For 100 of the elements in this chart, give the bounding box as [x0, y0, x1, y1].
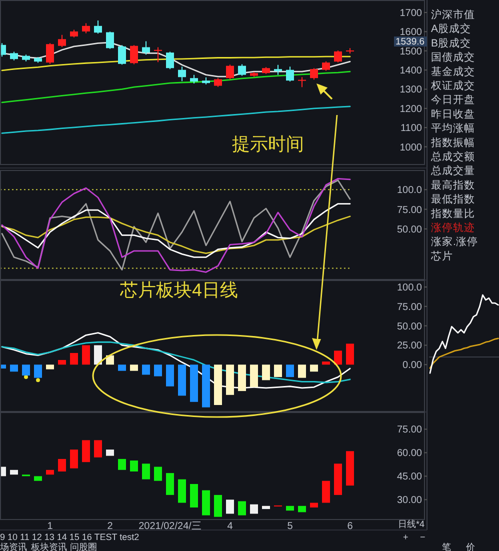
bar	[58, 360, 66, 365]
bar	[34, 364, 42, 378]
text: 指数振幅	[430, 136, 475, 149]
y-tick-label: 1700	[400, 8, 422, 19]
bar	[310, 502, 318, 508]
bar	[22, 364, 30, 376]
y-tick-label: 75.00	[396, 204, 422, 216]
text: 日线*4	[398, 519, 425, 529]
bar	[190, 484, 198, 508]
x-tick-label: 6	[347, 521, 354, 532]
candlestick	[154, 46, 162, 63]
text: 涨家.涨停	[431, 235, 478, 248]
text: +	[403, 532, 408, 542]
bar	[70, 352, 78, 365]
y-tick-label: 1500	[400, 46, 422, 58]
line-series	[1, 341, 351, 384]
y-tick-label: 100.0	[396, 282, 422, 294]
y-tick-label: 50.00	[396, 224, 422, 236]
y-tick-label: 1300	[400, 84, 422, 96]
text: 芯片	[430, 249, 453, 262]
line-series	[1, 106, 351, 134]
y-tick-label: 1400	[400, 66, 422, 77]
bar	[46, 470, 54, 475]
bar	[202, 364, 210, 408]
text: 权证成交	[430, 79, 475, 92]
y-tick-label: 0.00	[402, 360, 422, 372]
bar	[310, 364, 318, 372]
bar	[334, 464, 342, 495]
bar	[106, 450, 114, 456]
y-tick-label: 75.00	[396, 424, 422, 436]
candlestick	[334, 50, 342, 63]
candlestick	[226, 64, 234, 80]
y-tick-label: 100.0	[396, 185, 422, 196]
bar	[298, 506, 306, 512]
y-tick-label: 30.00	[396, 495, 422, 506]
bar	[238, 364, 246, 392]
line-series	[1, 216, 351, 254]
text: 板块资讯	[30, 542, 67, 551]
candlestick	[238, 64, 246, 76]
bar	[154, 466, 162, 481]
text: 场资讯	[0, 542, 27, 551]
text: 问股圈	[70, 542, 97, 551]
bar	[250, 364, 258, 388]
text: 总成交额	[430, 150, 475, 163]
bar	[214, 494, 222, 517]
candlestick	[118, 44, 126, 66]
candlestick	[274, 64, 282, 76]
text: 价	[465, 542, 475, 551]
candlestick	[310, 68, 318, 80]
bar	[10, 470, 18, 475]
candlestick	[130, 44, 138, 65]
text: 今日开盘	[431, 94, 475, 106]
bar	[298, 364, 306, 378]
text: 1539.6	[395, 36, 425, 48]
annotation: 提示时间	[232, 134, 304, 154]
text: 平均涨幅	[431, 122, 475, 135]
bar	[226, 364, 234, 395]
y-tick-label: 1000	[400, 142, 422, 154]
bar	[166, 473, 174, 495]
y-tick-label: 75.00	[396, 302, 422, 313]
line-series	[1, 70, 351, 104]
bar	[286, 506, 294, 511]
bar	[346, 344, 354, 365]
bar	[190, 364, 198, 402]
bar	[46, 364, 54, 370]
bar	[70, 450, 78, 468]
candlestick	[298, 76, 306, 88]
text: 昨日收盘	[431, 108, 475, 120]
bar	[178, 479, 186, 503]
text: 国债成交	[431, 50, 475, 64]
candlestick	[106, 31, 114, 50]
y-tick-label: 25.00	[396, 340, 422, 352]
text: B股成交	[431, 36, 472, 50]
y-tick-label: 45.00	[396, 472, 422, 483]
x-tick-label: 2021/02/24/三	[138, 521, 202, 532]
bar	[286, 364, 294, 378]
text: 9 10 11 12 13 14 15 16 TEST test2	[0, 532, 140, 542]
x-tick-label: 1	[47, 521, 54, 532]
candlestick	[82, 22, 90, 34]
text: 笔	[442, 542, 451, 551]
x-tick-label: 4	[227, 521, 234, 532]
bar	[202, 490, 210, 516]
bar	[166, 364, 174, 386]
bar	[142, 464, 150, 480]
bar	[10, 364, 18, 372]
bar	[58, 458, 66, 472]
bar	[118, 364, 126, 371]
text: A股成交	[431, 22, 472, 36]
bar	[238, 501, 246, 516]
x-tick-label: 2	[107, 521, 114, 532]
y-tick-label: 50.00	[396, 321, 422, 332]
y-tick-label: 1600	[400, 27, 422, 38]
candlestick	[142, 40, 150, 56]
candlestick	[286, 66, 294, 82]
bar	[262, 364, 270, 380]
bar	[250, 504, 258, 514]
bar	[82, 345, 90, 365]
bar	[118, 458, 126, 470]
bar	[154, 364, 162, 376]
bar	[322, 480, 330, 503]
